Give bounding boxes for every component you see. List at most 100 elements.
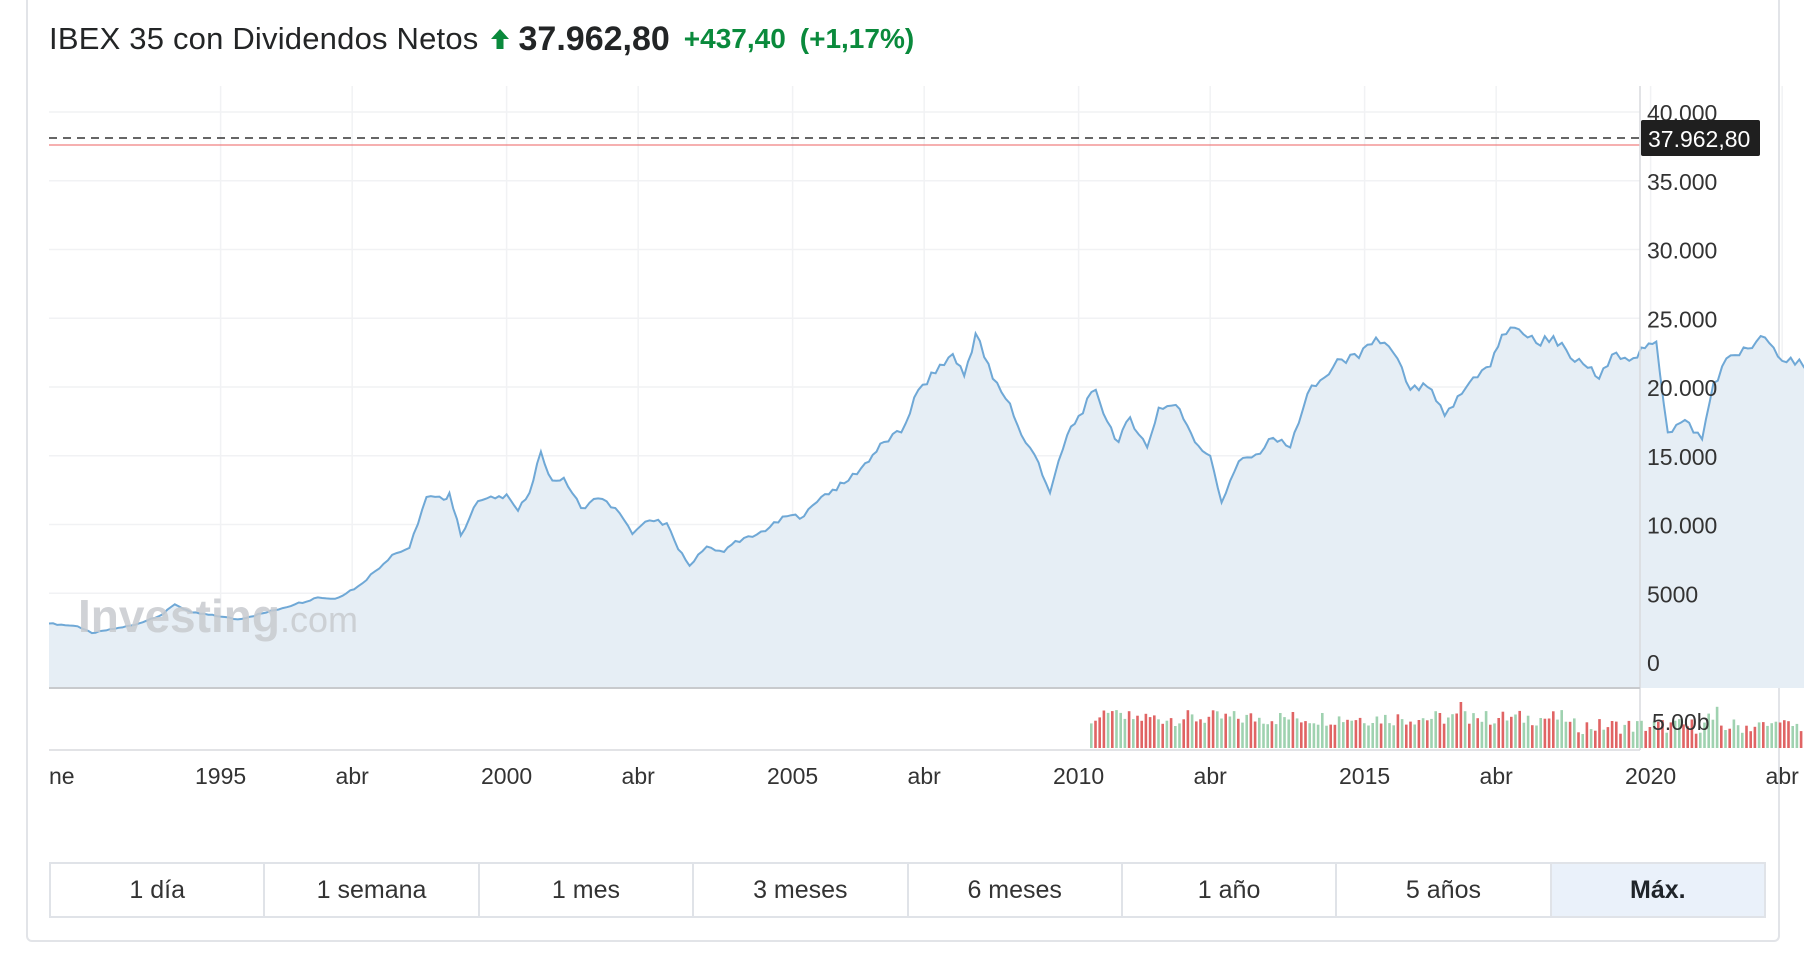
volume-bar [1589, 729, 1593, 748]
volume-bar [1195, 721, 1198, 748]
volume-bar [1253, 721, 1257, 748]
volume-bar [1421, 718, 1425, 748]
volume-bar [1526, 715, 1530, 748]
volume-bar [1405, 724, 1408, 748]
volume-bar [1720, 725, 1723, 748]
volume-bar [1434, 711, 1437, 748]
range-tab-1d[interactable]: 1 día [51, 864, 266, 916]
volume-bar [1367, 725, 1370, 748]
y-tick-label: 35.000 [1647, 169, 1717, 195]
volume-bar [1295, 718, 1299, 748]
last-price: 37.962,80 [518, 19, 670, 58]
volume-bar [1791, 726, 1794, 748]
volume-bar [1304, 721, 1307, 748]
volume-bar [1270, 721, 1274, 748]
volume-bar [1518, 710, 1521, 748]
volume-bar [1732, 719, 1736, 748]
volume-bar [1673, 720, 1677, 748]
x-tick-label: 2010 [1053, 763, 1104, 789]
range-tab-5y[interactable]: 5 años [1337, 864, 1552, 916]
volume-bar [1703, 722, 1706, 748]
volume-bar [1283, 717, 1286, 748]
volume-bar [1325, 725, 1328, 748]
x-tick-label: 2000 [481, 763, 532, 789]
range-tab-3m[interactable]: 3 meses [694, 864, 909, 916]
volume-bar [1178, 723, 1181, 748]
price-tag-label: 37.962,80 [1648, 126, 1750, 152]
x-tick-label: 2015 [1339, 763, 1390, 789]
volume-bar [1585, 722, 1589, 748]
volume-bar [1766, 725, 1769, 748]
volume-bar [1480, 721, 1484, 748]
volume-bar [1749, 731, 1752, 748]
volume-bar [1207, 716, 1211, 748]
volume-bar [1598, 719, 1601, 748]
volume-bar [1686, 726, 1689, 748]
volume-bar [1657, 721, 1660, 748]
volume-bar [1182, 719, 1185, 748]
volume-bar [1694, 733, 1698, 748]
volume-bar [1098, 717, 1101, 748]
price-tag-box [1641, 120, 1760, 157]
volume-bar [1476, 718, 1479, 748]
x-tick-label: 1995 [195, 763, 246, 789]
volume-bar [1337, 716, 1341, 748]
volume-bar [1652, 721, 1656, 748]
volume-bar [1333, 724, 1337, 748]
volume-bar [1308, 723, 1311, 748]
volume-bar [1501, 711, 1505, 748]
volume-bar [1770, 723, 1773, 748]
range-tab-6m[interactable]: 6 meses [908, 864, 1123, 916]
volume-bar [1375, 716, 1379, 748]
volume-bar [1787, 721, 1790, 748]
x-tick-label: 2005 [767, 763, 818, 789]
volume-bar [1136, 715, 1139, 748]
volume-bar [1132, 719, 1135, 748]
x-tick-label: abr [1194, 763, 1228, 789]
volume-bar [1623, 724, 1626, 748]
volume-bar [1577, 732, 1580, 748]
watermark-logo: Investing.com [78, 590, 358, 642]
volume-bar [1102, 710, 1106, 748]
volume-bar [1690, 719, 1694, 748]
volume-bar [1400, 719, 1404, 748]
volume-bar [1606, 727, 1610, 748]
volume-bar [1795, 723, 1799, 748]
volume-bar [1438, 713, 1442, 748]
volume-bar [1169, 718, 1173, 748]
volume-bar [1111, 711, 1114, 748]
volume-bar [1468, 723, 1471, 748]
volume-bar [1144, 713, 1148, 748]
range-tab-1w[interactable]: 1 semana [265, 864, 480, 916]
volume-bar [1300, 722, 1303, 748]
y-tick-label: 10.000 [1647, 513, 1717, 539]
y-tick-label: 0 [1647, 650, 1660, 676]
volume-bar [1140, 720, 1143, 748]
volume-bar [1741, 732, 1744, 748]
volume-bar [1531, 725, 1534, 748]
volume-bar [1186, 710, 1190, 748]
volume-axis-label: 5.00b [1652, 709, 1710, 735]
volume-bar [1161, 723, 1164, 748]
volume-bar [1543, 718, 1547, 748]
volume-bar [1573, 718, 1576, 748]
volume-bar [1745, 725, 1748, 748]
volume-bar [1413, 724, 1416, 748]
range-tab-1y[interactable]: 1 año [1122, 864, 1338, 916]
volume-bar [1783, 720, 1786, 748]
volume-bar [1291, 712, 1295, 748]
range-tab-max[interactable]: Máx. [1551, 864, 1764, 916]
range-selector: 1 día 1 semana 1 mes 3 meses 6 meses 1 a… [49, 862, 1766, 918]
volume-bar [1522, 722, 1526, 748]
volume-bar [1123, 718, 1127, 748]
volume-bar [1728, 728, 1731, 748]
volume-bar [1127, 711, 1131, 748]
volume-bar [1640, 720, 1643, 748]
volume-bar [1594, 730, 1597, 748]
price-chart[interactable]: Investing.com 0 5000 10.000 15.000 20.000 25.0… [0, 0, 1804, 850]
volume-bar [1631, 731, 1635, 748]
volume-bar [1157, 719, 1160, 748]
volume-bar [1799, 731, 1803, 748]
range-tab-1m[interactable]: 1 mes [479, 864, 695, 916]
volume-bar [1678, 719, 1681, 748]
